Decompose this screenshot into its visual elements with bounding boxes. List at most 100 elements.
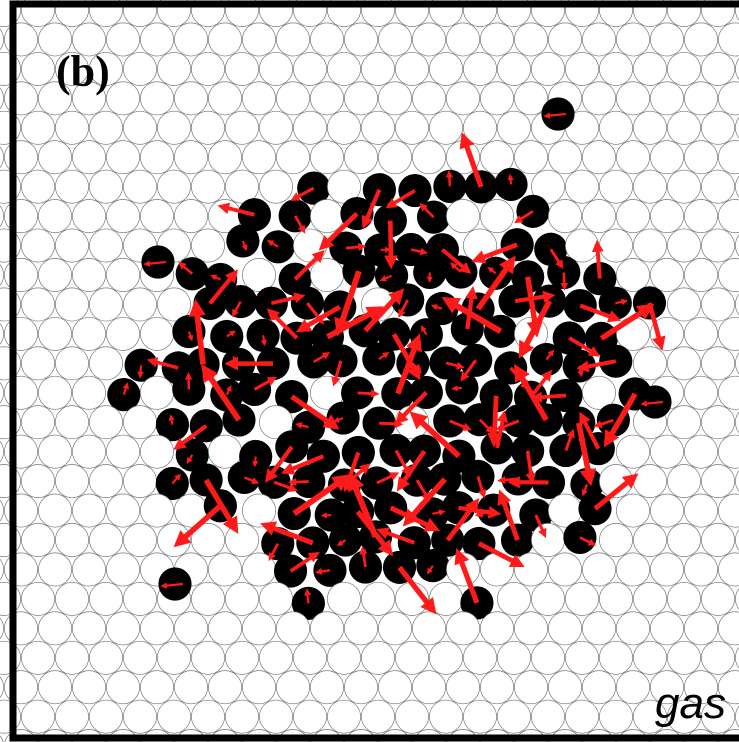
passive-particle [361, 699, 395, 734]
passive-particle [242, 611, 276, 646]
passive-particle [718, 375, 739, 410]
velocity-arrow [266, 308, 299, 340]
passive-particle [344, 22, 378, 57]
velocity-arrow [543, 112, 567, 119]
passive-particle [667, 346, 701, 381]
velocity-arrow [450, 262, 462, 273]
passive-particle [531, 699, 565, 734]
passive-particle [21, 110, 55, 145]
passive-particle [735, 470, 739, 492]
passive-particle [106, 493, 140, 528]
velocity-arrow [451, 385, 462, 392]
velocity-arrow [419, 202, 435, 219]
velocity-arrow [363, 288, 405, 333]
active-particle [532, 284, 567, 318]
passive-particle [38, 552, 72, 587]
passive-particle [718, 140, 739, 175]
passive-particle [106, 552, 140, 587]
passive-particle [667, 169, 701, 204]
passive-particle [225, 110, 259, 145]
passive-particle [174, 611, 208, 646]
velocity-arrow [203, 478, 239, 534]
velocity-arrow [560, 272, 569, 291]
passive-particle [684, 22, 718, 57]
passive-particle [548, 140, 582, 175]
passive-particle [446, 22, 480, 57]
passive-particle [21, 169, 55, 204]
velocity-arrow [334, 270, 362, 337]
passive-particle [412, 611, 446, 646]
passive-particle [701, 464, 735, 499]
passive-particle [0, 676, 4, 699]
velocity-arrow [264, 445, 294, 483]
passive-particle [548, 670, 582, 705]
passive-particle [276, 22, 310, 57]
passive-particle [718, 552, 739, 587]
passive-particle [89, 169, 123, 204]
passive-particle [106, 140, 140, 175]
velocity-arrow [599, 303, 655, 341]
passive-particle [582, 552, 616, 587]
velocity-arrow [293, 249, 325, 281]
passive-particle [123, 640, 157, 675]
velocity-arrow [280, 454, 325, 475]
velocity-arrow [395, 333, 422, 395]
passive-particle [242, 81, 276, 116]
velocity-arrow [514, 363, 549, 422]
passive-particle [310, 199, 344, 234]
passive-particle [157, 51, 191, 86]
passive-particle [616, 199, 650, 234]
velocity-arrow [568, 336, 601, 357]
passive-particle [0, 499, 4, 522]
velocity-arrow [477, 541, 525, 568]
passive-particle [225, 640, 259, 675]
passive-particle [72, 81, 106, 116]
passive-particle [0, 146, 4, 169]
passive-particle [667, 464, 701, 499]
velocity-arrow [534, 514, 547, 538]
velocity-arrow [188, 298, 206, 365]
passive-particle [174, 670, 208, 705]
passive-particle [378, 140, 412, 175]
passive-particle [684, 140, 718, 175]
passive-particle [38, 434, 72, 469]
velocity-arrow [253, 376, 278, 391]
passive-particle [463, 640, 497, 675]
velocity-arrow [208, 269, 239, 305]
velocity-arrow [432, 509, 446, 516]
passive-particle [684, 81, 718, 116]
passive-particle [582, 199, 616, 234]
velocity-arrow [545, 349, 555, 361]
passive-particle [565, 699, 599, 734]
velocity-arrows [122, 112, 666, 615]
passive-particle [480, 140, 514, 175]
passive-particle [514, 22, 548, 57]
active-particle [227, 460, 261, 494]
passive-particle [21, 405, 55, 440]
passive-particle [21, 464, 55, 499]
passive-particle [531, 640, 565, 675]
passive-particle [174, 199, 208, 234]
passive-particle [735, 58, 739, 80]
passive-particle [4, 375, 38, 410]
passive-particle [718, 434, 739, 469]
passive-particle [55, 581, 89, 616]
passive-particle [55, 228, 89, 263]
velocity-arrow [410, 247, 428, 256]
passive-particle [633, 228, 667, 263]
passive-particle [599, 110, 633, 145]
passive-particle [514, 140, 548, 175]
passive-particle [701, 228, 735, 263]
passive-particle [55, 110, 89, 145]
passive-particle [0, 323, 4, 345]
velocity-arrow [514, 210, 534, 224]
passive-particle [72, 316, 106, 351]
passive-particle [650, 258, 684, 292]
passive-particle [667, 287, 701, 322]
velocity-arrow [524, 276, 543, 338]
passive-particle [599, 169, 633, 204]
velocity-arrow [122, 382, 129, 395]
passive-particle [565, 228, 599, 263]
passive-particle [735, 116, 739, 139]
passive-particle [684, 316, 718, 351]
